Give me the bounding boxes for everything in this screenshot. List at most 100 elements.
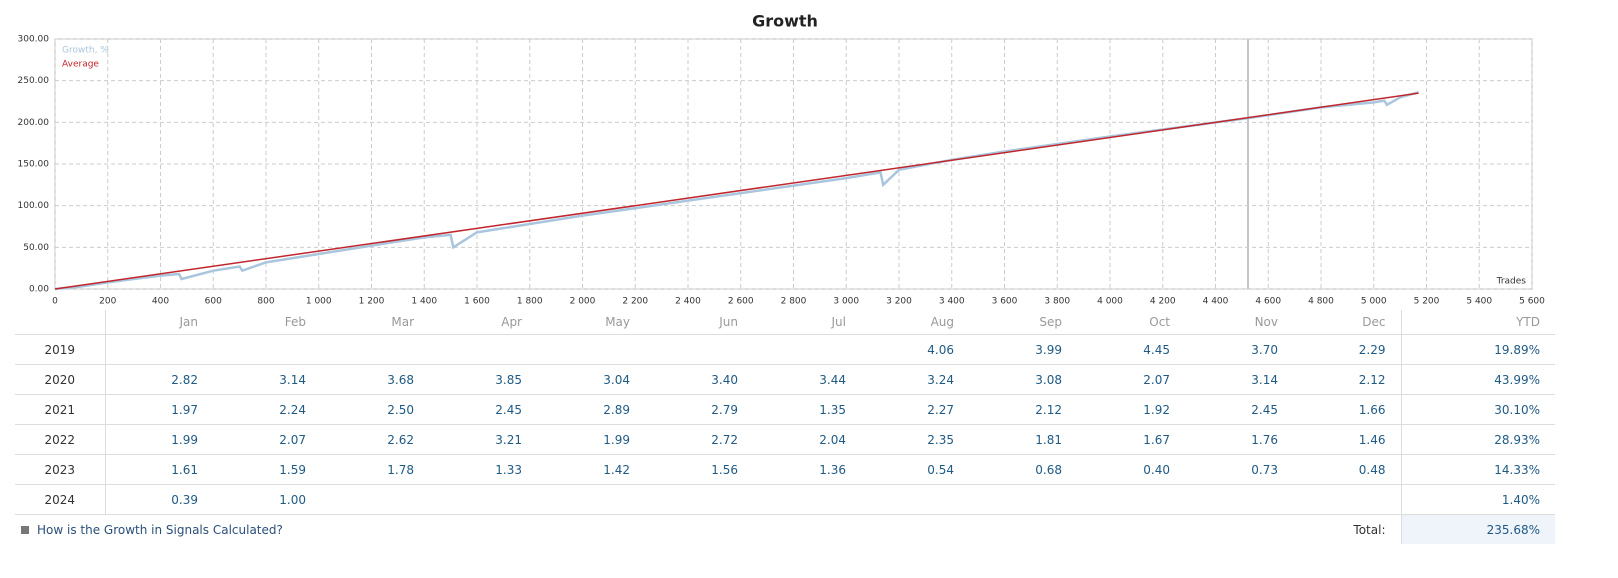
value-cell xyxy=(645,334,753,365)
x-tick-label: 1 600 xyxy=(464,297,490,307)
x-tick-label: 4 400 xyxy=(1203,297,1229,307)
value-cell: 1.61 xyxy=(105,454,213,485)
value-cell: 3.99 xyxy=(969,334,1077,365)
value-cell xyxy=(753,334,861,365)
value-cell: 0.48 xyxy=(1293,454,1401,485)
help-link[interactable]: How is the Growth in Signals Calculated? xyxy=(15,515,1293,545)
value-cell: 2.12 xyxy=(969,394,1077,425)
value-cell: 1.46 xyxy=(1293,424,1401,455)
icon xyxy=(21,525,29,534)
value-cell: 1.99 xyxy=(537,424,645,455)
value-cell: 1.66 xyxy=(1293,394,1401,425)
value-cell: 1.42 xyxy=(537,454,645,485)
value-cell: 1.35 xyxy=(753,394,861,425)
x-tick-label: 3 400 xyxy=(939,297,965,307)
legend-entry: Average xyxy=(62,60,99,70)
x-tick-label: 4 200 xyxy=(1150,297,1176,307)
value-cell: 43.99% xyxy=(1400,364,1555,395)
y-tick-label: 50.00 xyxy=(23,243,49,253)
header-cell: Jan xyxy=(105,310,213,335)
x-tick-label: 5 600 xyxy=(1519,297,1545,307)
value-cell: 2.27 xyxy=(861,394,969,425)
growth-table: Jan Feb Mar Apr May Jun Jul Aug Sep Oct Nov Dec YTD 2… xyxy=(15,310,1555,544)
value-cell xyxy=(537,484,645,515)
header-cell: Feb xyxy=(213,310,321,335)
x-tick-label: 1 400 xyxy=(411,297,437,307)
value-cell: 28.93% xyxy=(1400,424,1555,455)
x-tick-label: 2 800 xyxy=(781,297,807,307)
value-cell: 1.33 xyxy=(429,454,537,485)
link-text[interactable]: How is the Growth in Signals Calculated? xyxy=(37,522,283,537)
x-tick-label: 0 xyxy=(52,297,58,307)
value-cell: 1.56 xyxy=(645,454,753,485)
x-tick-label: 400 xyxy=(152,297,169,307)
year-cell: 2020 xyxy=(15,364,106,395)
value-cell: 0.73 xyxy=(1185,454,1293,485)
table-row: 2021 1.97 2.24 2.50 2.45 2.89 2.79 1.35 2.27 2.12… xyxy=(15,394,1555,425)
value-cell: 1.00 xyxy=(213,484,321,515)
chart-title: Growth xyxy=(752,12,818,31)
value-cell: 2.12 xyxy=(1293,364,1401,395)
value-cell: 2.89 xyxy=(537,394,645,425)
value-cell: 4.06 xyxy=(861,334,969,365)
x-tick-label: 1 000 xyxy=(306,297,332,307)
x-tick-label: 3 600 xyxy=(992,297,1018,307)
y-tick-label: 0.00 xyxy=(29,285,49,295)
value-cell: 2.50 xyxy=(321,394,429,425)
x-tick-label: 200 xyxy=(99,297,116,307)
value-cell: 3.21 xyxy=(429,424,537,455)
value-cell: 1.78 xyxy=(321,454,429,485)
value-cell: 2.45 xyxy=(429,394,537,425)
x-axis-label: Trades xyxy=(1496,277,1527,287)
x-tick-label: 2 200 xyxy=(622,297,648,307)
value-cell xyxy=(645,484,753,515)
value-cell: 2.79 xyxy=(645,394,753,425)
year-cell: 2024 xyxy=(15,484,106,515)
value-cell: 1.67 xyxy=(1077,424,1185,455)
value-cell xyxy=(537,334,645,365)
x-tick-label: 1 200 xyxy=(359,297,385,307)
value-cell: 2.35 xyxy=(861,424,969,455)
value-cell: 3.70 xyxy=(1185,334,1293,365)
chart: Growth Trades 0.00 50.00 100.00 150.00 200.0… xyxy=(18,12,1546,307)
year-cell: 2023 xyxy=(15,454,106,485)
value-cell: 3.14 xyxy=(1185,364,1293,395)
value-cell: 0.39 xyxy=(105,484,213,515)
value-cell: 2.82 xyxy=(105,364,213,395)
value-cell: 1.36 xyxy=(753,454,861,485)
value-cell xyxy=(321,334,429,365)
value-cell: 1.99 xyxy=(105,424,213,455)
value-cell: 2.29 xyxy=(1293,334,1401,365)
value-cell: 2.62 xyxy=(321,424,429,455)
header-cell: May xyxy=(537,310,645,335)
table-row: 2023 1.61 1.59 1.78 1.33 1.42 1.56 1.36 0.54 0.68… xyxy=(15,454,1555,485)
series-line xyxy=(54,92,1419,290)
value-cell: 0.54 xyxy=(861,454,969,485)
year-cell: 2019 xyxy=(15,334,106,365)
value-cell xyxy=(429,334,537,365)
value-cell: 3.85 xyxy=(429,364,537,395)
total-value: 235.68% xyxy=(1400,514,1555,544)
y-tick-label: 250.00 xyxy=(18,76,50,86)
table-row: How is the Growth in Signals Calculated?… xyxy=(15,514,1555,545)
value-cell xyxy=(753,484,861,515)
header-cell: Mar xyxy=(321,310,429,335)
value-cell: 3.44 xyxy=(753,364,861,395)
value-cell xyxy=(1293,484,1401,515)
value-cell: 2.07 xyxy=(213,424,321,455)
legend-entry: Growth, % xyxy=(62,46,109,56)
value-cell: 0.68 xyxy=(969,454,1077,485)
value-cell: 2.07 xyxy=(1077,364,1185,395)
x-tick-label: 800 xyxy=(257,297,274,307)
table-row: Jan Feb Mar Apr May Jun Jul Aug Sep Oct Nov Dec YTD xyxy=(15,310,1555,335)
value-cell: 1.59 xyxy=(213,454,321,485)
x-tick-label: 2 000 xyxy=(570,297,596,307)
x-tick-label: 5 000 xyxy=(1361,297,1387,307)
value-cell: 3.24 xyxy=(861,364,969,395)
header-cell: Apr xyxy=(429,310,537,335)
value-cell: 30.10% xyxy=(1400,394,1555,425)
x-tick-label: 4 000 xyxy=(1097,297,1123,307)
x-tick-label: 3 000 xyxy=(833,297,859,307)
value-cell xyxy=(321,484,429,515)
